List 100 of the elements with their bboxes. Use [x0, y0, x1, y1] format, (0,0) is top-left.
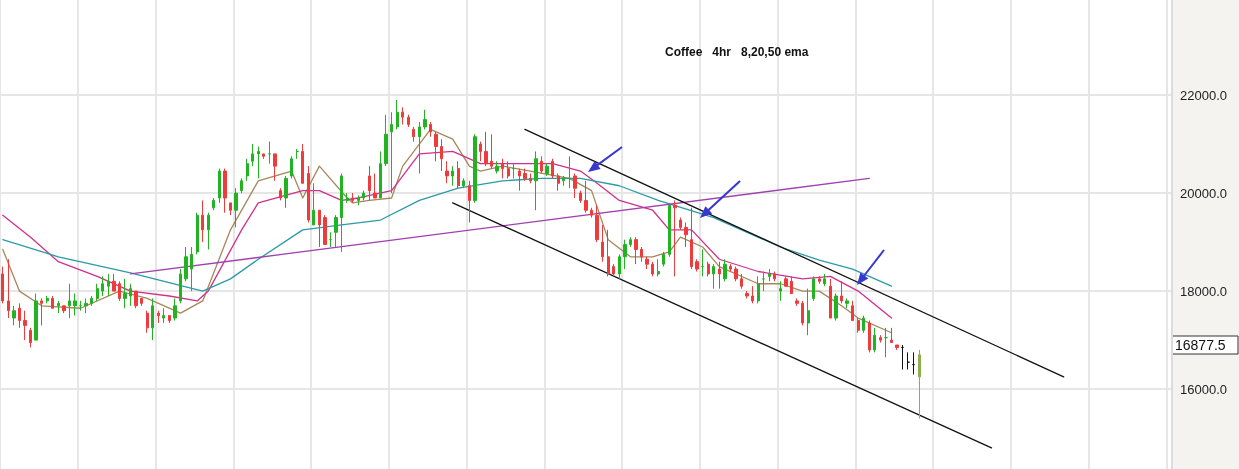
candlestick [584, 180, 588, 214]
candlestick [340, 172, 343, 253]
candlestick [479, 141, 482, 162]
candlestick [768, 268, 771, 282]
candlestick [251, 143, 254, 167]
candlestick [457, 160, 460, 189]
candlestick [284, 175, 288, 209]
y-tick-label: 16000.0 [1180, 381, 1227, 397]
line-series [2, 177, 893, 292]
candlestick [845, 297, 849, 309]
candlestick [218, 168, 221, 204]
candlestick [740, 273, 743, 290]
candlestick [412, 126, 415, 143]
candlestick [12, 305, 16, 326]
candlestick [568, 155, 571, 189]
candlestick [718, 261, 721, 290]
candlestick [751, 285, 754, 304]
candlestick [418, 121, 421, 174]
text: 16877.5 [1175, 337, 1226, 353]
candlestick [734, 266, 738, 282]
candlestick [240, 177, 243, 194]
candlestick [451, 165, 454, 187]
candlestick [440, 138, 443, 172]
candlestick [540, 155, 543, 174]
candlestick [207, 212, 210, 250]
candlestick [73, 293, 77, 317]
candlestick [23, 310, 27, 341]
candlestick [18, 302, 21, 329]
candlestick [57, 300, 60, 314]
candlestick [118, 280, 121, 302]
candlestick [634, 236, 638, 265]
candlestick [196, 212, 199, 255]
candlestick [657, 258, 660, 277]
candlestick [162, 307, 165, 324]
candlestick [907, 351, 910, 371]
candlestick [262, 153, 265, 160]
candlestick [895, 344, 899, 351]
candlestick [884, 327, 888, 358]
candlestick [695, 258, 699, 272]
candlestick [396, 99, 399, 130]
candlestick [729, 263, 732, 272]
candlestick [423, 109, 427, 130]
candlestick [523, 168, 527, 182]
candlestick [779, 280, 782, 302]
candlestick [834, 293, 838, 322]
candlestick [190, 246, 193, 292]
line-series [2, 150, 893, 319]
candlestick [223, 168, 227, 214]
candlestick [84, 297, 88, 314]
candlestick [673, 199, 677, 277]
candlestick [40, 297, 43, 326]
candlestick [373, 172, 377, 199]
candlestick [829, 278, 832, 319]
candlestick [623, 239, 627, 270]
candlestick [579, 190, 582, 204]
candlestick [801, 300, 804, 326]
candlestick [812, 275, 815, 302]
candlestick [307, 165, 310, 223]
candlestick [918, 349, 921, 420]
candlestick [618, 253, 621, 280]
candlestick [384, 114, 388, 167]
candlestick [429, 121, 432, 138]
candlestick [173, 297, 177, 322]
candlestick [329, 231, 332, 248]
candlestick [34, 293, 38, 341]
candlestick [529, 172, 532, 184]
candlestick [745, 290, 749, 299]
candlestick [851, 300, 854, 322]
candlestick [484, 131, 488, 167]
candlestick [368, 165, 371, 201]
candlestick [318, 209, 321, 248]
candlestick [301, 143, 304, 184]
candlestick [501, 158, 504, 179]
candlestick [96, 283, 99, 302]
candlestick [273, 153, 277, 182]
candlestick [134, 290, 138, 309]
candlestick [512, 163, 515, 179]
candlestick [201, 199, 204, 243]
candlestick [545, 163, 549, 177]
candlestick [573, 172, 577, 199]
candlestick [762, 271, 765, 292]
candlestick [362, 190, 365, 201]
candlestick [140, 297, 143, 307]
candlestick [146, 310, 149, 334]
candlestick [357, 195, 360, 206]
candlestick [257, 146, 260, 179]
candlestick [473, 133, 477, 204]
candlestick [490, 133, 493, 170]
candlestick [645, 256, 649, 270]
candlestick [562, 175, 565, 187]
candlestick [551, 158, 554, 179]
candlestick [640, 246, 643, 263]
candlestick [790, 275, 793, 295]
candlestick [62, 305, 66, 314]
candlestick [862, 315, 865, 334]
candlestick [818, 275, 821, 285]
candlestick [290, 155, 293, 179]
candlestick [607, 229, 610, 277]
candlestick [51, 295, 54, 309]
candlestick [334, 214, 338, 248]
